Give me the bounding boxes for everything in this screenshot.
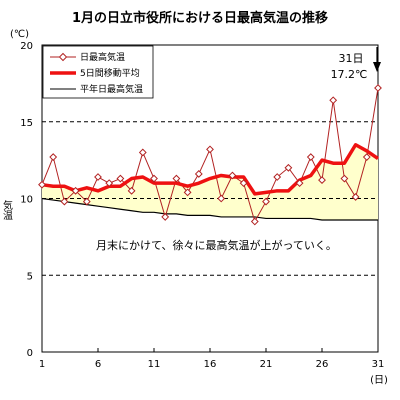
x-tick-label-6: 6 — [95, 359, 101, 370]
grid-lines — [42, 121, 378, 276]
x-tick-label-1: 1 — [39, 359, 45, 370]
legend-label-normal: 平年日最高気温 — [80, 83, 143, 95]
daily-high-point-29 — [351, 193, 360, 201]
band-area — [42, 144, 378, 220]
legend: 日最高気温 5日間移動平均 平年日最高気温 — [42, 45, 154, 99]
y-tick-label-5: 5 — [27, 271, 33, 282]
x-tick-labels: 1 6 11 16 21 26 31 — [39, 348, 385, 370]
daily-high-point-3 — [60, 197, 69, 206]
callout-value: 17.2℃ — [331, 68, 368, 81]
chart-title: 1月の日立市役所における日最高気温の推移 — [72, 10, 328, 26]
daily-high-point-27 — [329, 96, 338, 105]
band-fill — [42, 144, 378, 220]
daily-high-point-16 — [206, 145, 214, 154]
y-unit-label: (℃) — [10, 29, 29, 40]
y-tick-label-20: 20 — [20, 41, 33, 52]
x-tick-label-31: 31 — [372, 359, 385, 370]
daily-high-point-22 — [273, 173, 282, 181]
x-unit-label: (日) — [370, 375, 388, 386]
daily-high-point-7 — [105, 179, 114, 188]
daily-high-point-17 — [217, 194, 226, 203]
series-line-moving-average — [41, 143, 379, 196]
daily-high-point-15 — [194, 170, 203, 178]
legend-marker-daily-high — [58, 52, 68, 62]
plot-area — [38, 44, 382, 353]
daily-high-point-31 — [374, 84, 382, 92]
callout-day: 31日 — [339, 52, 364, 65]
chart-note: 月末にかけて、徐々に最高気温が上がっていく。 — [96, 238, 337, 252]
daily-high-point-30 — [362, 153, 371, 161]
daily-high-point-11 — [150, 174, 158, 183]
daily-high-point-28 — [340, 174, 349, 183]
y-tick-labels: 0 5 10 15 20 — [20, 41, 33, 359]
legend-label-daily-high: 日最高気温 — [80, 51, 125, 63]
series-markers — [38, 84, 382, 226]
y-axis-label: 気温 — [1, 199, 13, 220]
x-tick-label-21: 21 — [260, 359, 273, 370]
daily-high-point-20 — [250, 217, 259, 226]
series-line-normal — [41, 197, 378, 221]
daily-high-point-26 — [318, 176, 326, 184]
daily-high-point-18 — [228, 171, 237, 180]
daily-high-point-23 — [284, 163, 293, 172]
daily-high-point-19 — [239, 179, 248, 188]
y-tick-label-10: 10 — [20, 195, 33, 206]
daily-high-point-24 — [295, 179, 304, 188]
daily-high-point-2 — [49, 153, 58, 161]
callout-arrow-icon — [373, 47, 381, 72]
x-tick-label-26: 26 — [316, 359, 329, 370]
daily-high-point-25 — [306, 153, 315, 161]
daily-high-point-9 — [127, 186, 136, 195]
daily-high-point-6 — [94, 173, 102, 181]
daily-high-point-5 — [82, 197, 91, 206]
daily-high-point-13 — [172, 174, 181, 183]
y-tick-label-15: 15 — [20, 118, 33, 129]
daily-high-point-10 — [138, 148, 147, 157]
y-tick-label-0: 0 — [27, 348, 33, 359]
legend-label-moving-average: 5日間移動平均 — [80, 67, 140, 79]
daily-high-point-21 — [262, 197, 270, 206]
daily-high-point-8 — [116, 174, 125, 183]
daily-high-point-1 — [38, 180, 46, 189]
daily-high-point-4 — [71, 186, 80, 195]
x-tick-label-11: 11 — [148, 359, 161, 370]
daily-high-point-14 — [183, 188, 192, 197]
x-tick-label-16: 16 — [204, 359, 217, 370]
daily-high-point-12 — [161, 213, 170, 221]
